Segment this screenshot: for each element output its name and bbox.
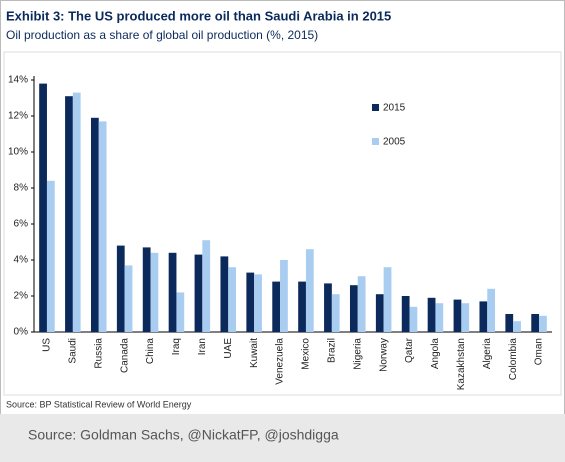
bar xyxy=(124,265,133,332)
bar xyxy=(39,83,47,332)
x-tick-label: UAE xyxy=(223,338,234,359)
y-tick-label: 4% xyxy=(14,255,29,266)
x-tick-label: Algeria xyxy=(482,338,493,370)
legend-swatch xyxy=(372,104,379,111)
x-tick-label: Nigeria xyxy=(352,338,363,370)
x-tick-label: China xyxy=(145,338,156,365)
bar xyxy=(375,294,384,332)
bar xyxy=(142,247,151,332)
y-tick-label: 6% xyxy=(14,219,29,230)
x-tick-label: Qatar xyxy=(404,337,415,363)
bar xyxy=(194,254,203,332)
bar xyxy=(150,252,159,332)
bar xyxy=(427,297,436,332)
bar xyxy=(505,314,514,332)
bar xyxy=(90,117,99,332)
x-tick-label: Russia xyxy=(93,338,104,369)
bar xyxy=(409,306,418,332)
bar xyxy=(331,294,340,332)
bar xyxy=(254,274,262,332)
bar xyxy=(280,260,288,332)
bar xyxy=(72,92,81,332)
x-tick-label: Kuwait xyxy=(249,338,260,368)
x-tick-label: Norway xyxy=(378,338,389,372)
bar xyxy=(401,296,410,332)
x-tick-label: Oman xyxy=(534,338,545,365)
bar xyxy=(461,303,470,332)
bar xyxy=(246,272,255,332)
bar xyxy=(479,301,488,332)
y-tick-label: 10% xyxy=(8,147,28,158)
bar xyxy=(65,96,73,332)
bar xyxy=(513,321,521,332)
bar xyxy=(46,180,55,332)
bar xyxy=(487,288,496,332)
x-tick-label: Mexico xyxy=(301,338,312,370)
bar xyxy=(272,281,281,332)
bar xyxy=(539,315,547,332)
x-tick-label: Brazil xyxy=(326,338,337,363)
x-tick-label: Venezuela xyxy=(275,338,286,385)
y-tick-label: 2% xyxy=(14,291,29,302)
bar xyxy=(357,276,366,332)
footer-band xyxy=(0,414,565,462)
x-tick-label: Colombia xyxy=(508,338,519,381)
y-tick-label: 0% xyxy=(14,327,29,338)
chart-title: Exhibit 3: The US produced more oil than… xyxy=(6,8,391,23)
y-tick-label: 8% xyxy=(14,183,29,194)
legend-swatch xyxy=(372,138,379,145)
y-tick-label: 14% xyxy=(8,75,28,86)
bar xyxy=(383,267,392,332)
legend-label: 2015 xyxy=(383,103,406,114)
bar xyxy=(116,245,125,332)
bar xyxy=(168,252,177,332)
legend-label: 2005 xyxy=(383,137,406,148)
x-tick-label: Iran xyxy=(197,338,208,355)
x-tick-label: Angola xyxy=(430,338,441,370)
x-tick-label: Kazakhstan xyxy=(456,338,467,390)
bar xyxy=(305,249,314,332)
bar xyxy=(202,240,211,332)
bar xyxy=(324,283,332,332)
bar xyxy=(228,267,237,332)
bar xyxy=(453,299,462,332)
x-tick-label: US xyxy=(42,338,53,352)
y-tick-label: 12% xyxy=(8,111,28,122)
source-note: Source: BP Statistical Review of World E… xyxy=(6,399,192,409)
bar xyxy=(349,285,358,332)
x-tick-label: Canada xyxy=(119,338,130,373)
bar xyxy=(176,292,185,332)
bar xyxy=(220,256,229,332)
bar xyxy=(435,303,444,332)
plot-frame xyxy=(3,51,562,396)
bar xyxy=(98,121,107,333)
x-tick-label: Saudi xyxy=(67,338,78,364)
chart-subtitle: Oil production as a share of global oil … xyxy=(6,28,318,42)
bar xyxy=(531,314,540,332)
footer-note: Source: Goldman Sachs, @NickatFP, @joshd… xyxy=(28,427,339,443)
bar xyxy=(298,281,306,332)
x-tick-label: Iraq xyxy=(171,338,182,355)
